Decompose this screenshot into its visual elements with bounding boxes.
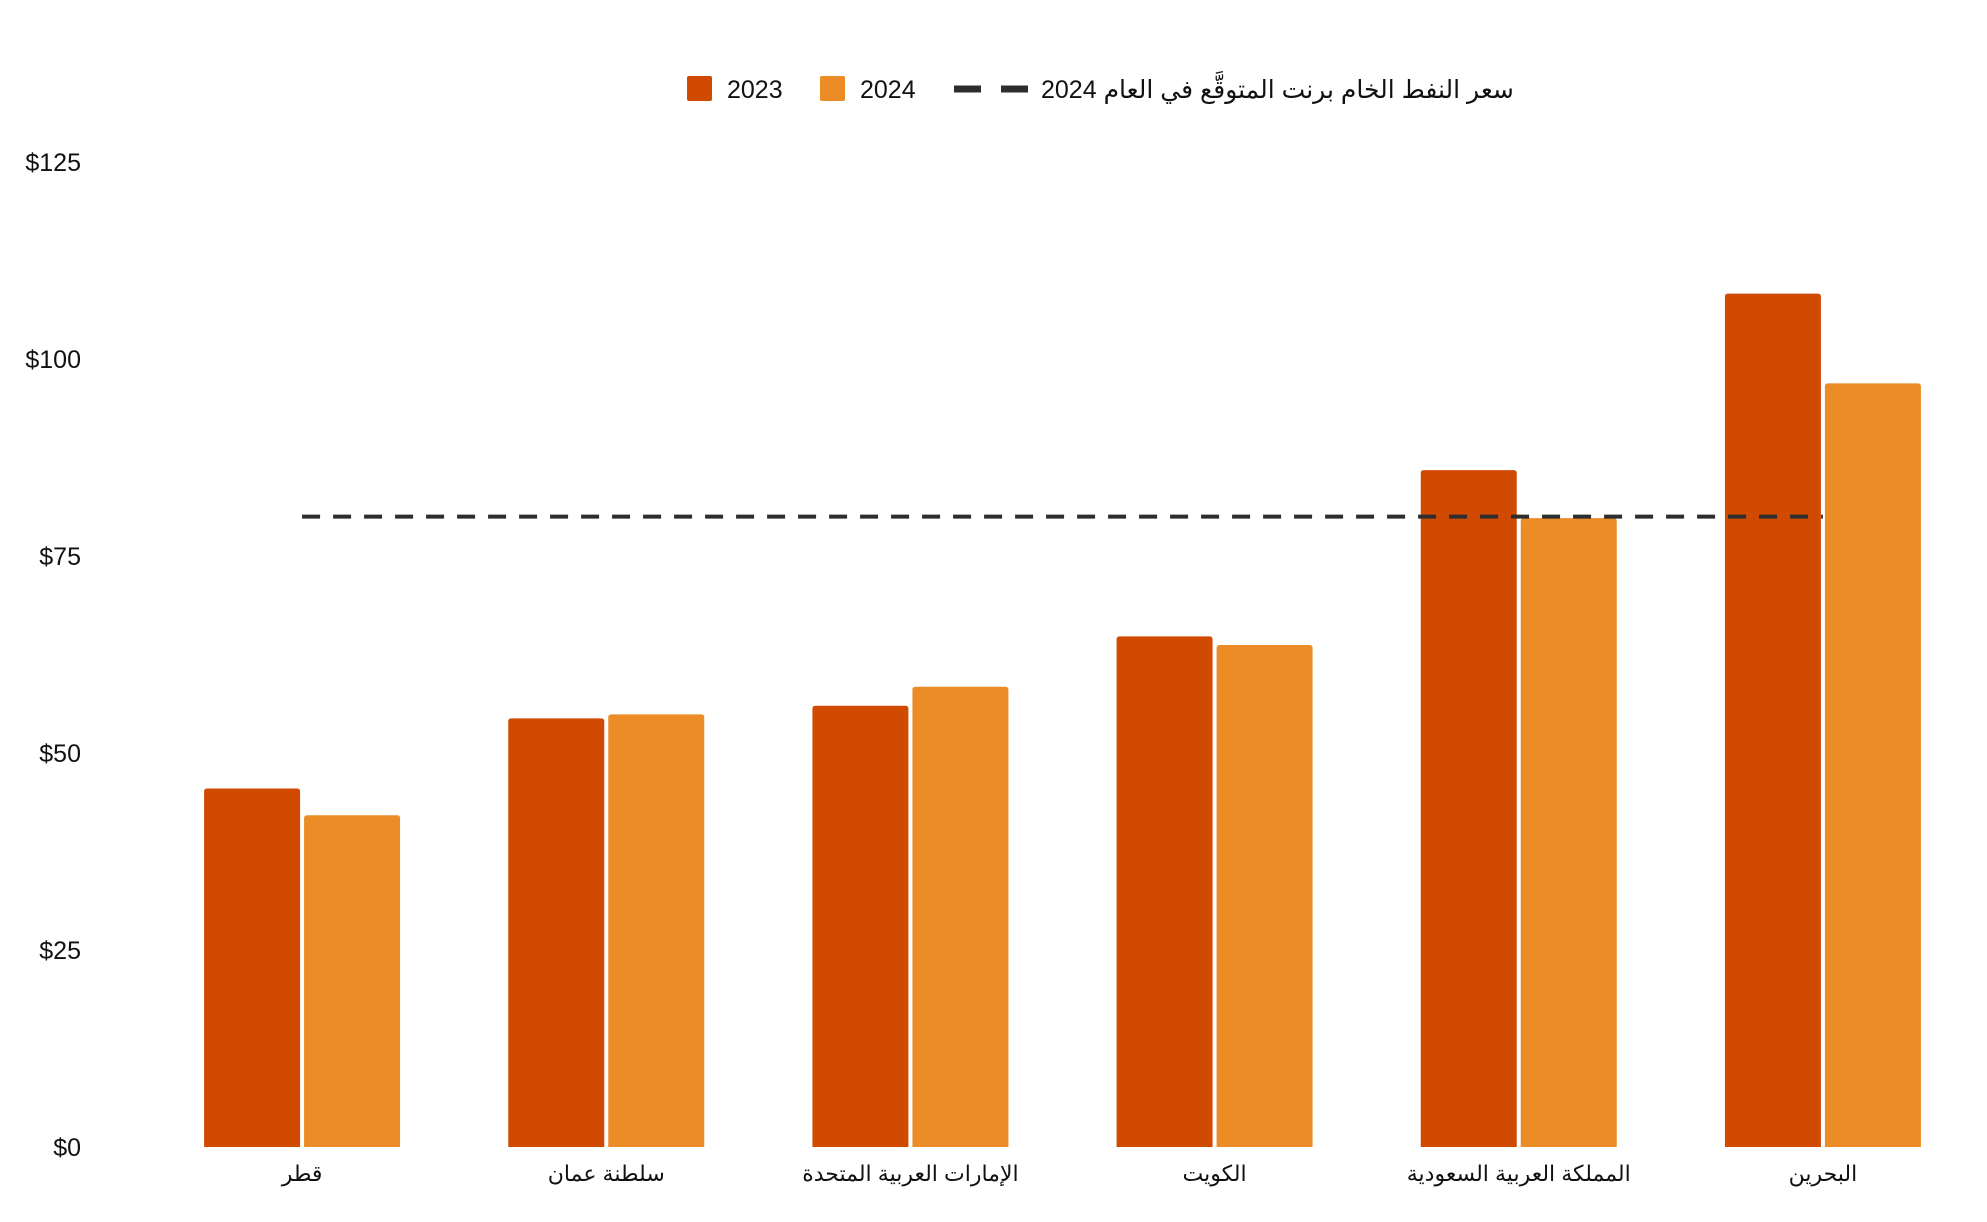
bar-2024-1: [304, 815, 401, 1147]
x-category-label: الكويت: [1183, 1161, 1247, 1186]
x-axis: قطر سلطنة عمان الإمارات العربية المتحدة الك…: [281, 1161, 1858, 1186]
x-category-label: قطر: [281, 1161, 323, 1186]
x-category-label: البحرين: [1789, 1161, 1858, 1186]
bar-2024-3: [912, 686, 1009, 1147]
x-category-label: سلطنة عمان: [548, 1161, 665, 1186]
y-tick-label: $100: [25, 346, 81, 374]
x-category-label: المملكة العربية السعودية: [1407, 1161, 1631, 1186]
y-tick-label: $125: [25, 149, 81, 177]
y-tick-label: $50: [39, 740, 81, 768]
bar-2023-3: [812, 705, 909, 1147]
bar-2023-1: [204, 788, 301, 1147]
bar-2023-4: [1116, 636, 1213, 1147]
bar-2024-2: [608, 714, 705, 1147]
legend: 2023 2024 سعر النفط الخام برنت المتوقَّع…: [687, 70, 1514, 105]
bar-2023-2: [508, 718, 605, 1147]
y-axis: $0 $25 $50 $75 $100 $125: [25, 149, 81, 1162]
legend-label-2024: 2024: [860, 76, 916, 104]
y-tick-label: $75: [39, 543, 81, 571]
bar-2024-5: [1520, 518, 1617, 1147]
legend-label-reference: سعر النفط الخام برنت المتوقَّع في العام …: [1041, 70, 1514, 105]
bar-2024-6: [1824, 383, 1921, 1148]
bar-2023-6: [1724, 293, 1821, 1147]
legend-swatch-2023: [687, 76, 712, 101]
legend-label-2023: 2023: [727, 76, 783, 104]
legend-swatch-2024: [820, 76, 845, 101]
bars: [204, 293, 1921, 1148]
bar-2024-4: [1216, 645, 1313, 1147]
x-category-label: الإمارات العربية المتحدة: [802, 1161, 1018, 1186]
bar-2023-5: [1420, 470, 1517, 1147]
y-tick-label: $0: [53, 1134, 81, 1162]
y-tick-label: $25: [39, 937, 81, 965]
